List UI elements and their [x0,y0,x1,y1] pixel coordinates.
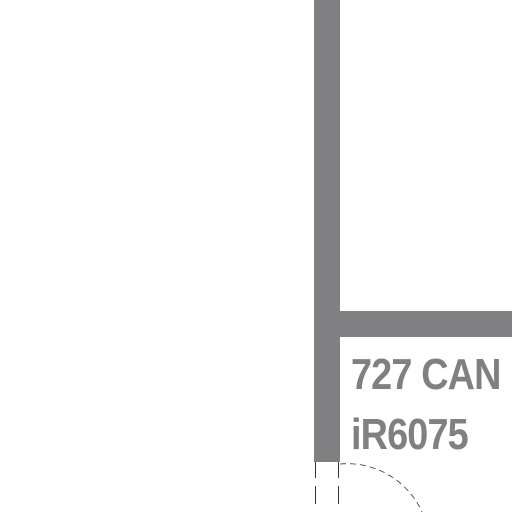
room-label-line-2: iR6075 [351,410,469,459]
vertical-wall [314,0,340,462]
horizontal-wall [314,311,512,337]
room-label-line-1: 727 CAN [351,350,501,399]
door-swing-arc [339,463,423,512]
